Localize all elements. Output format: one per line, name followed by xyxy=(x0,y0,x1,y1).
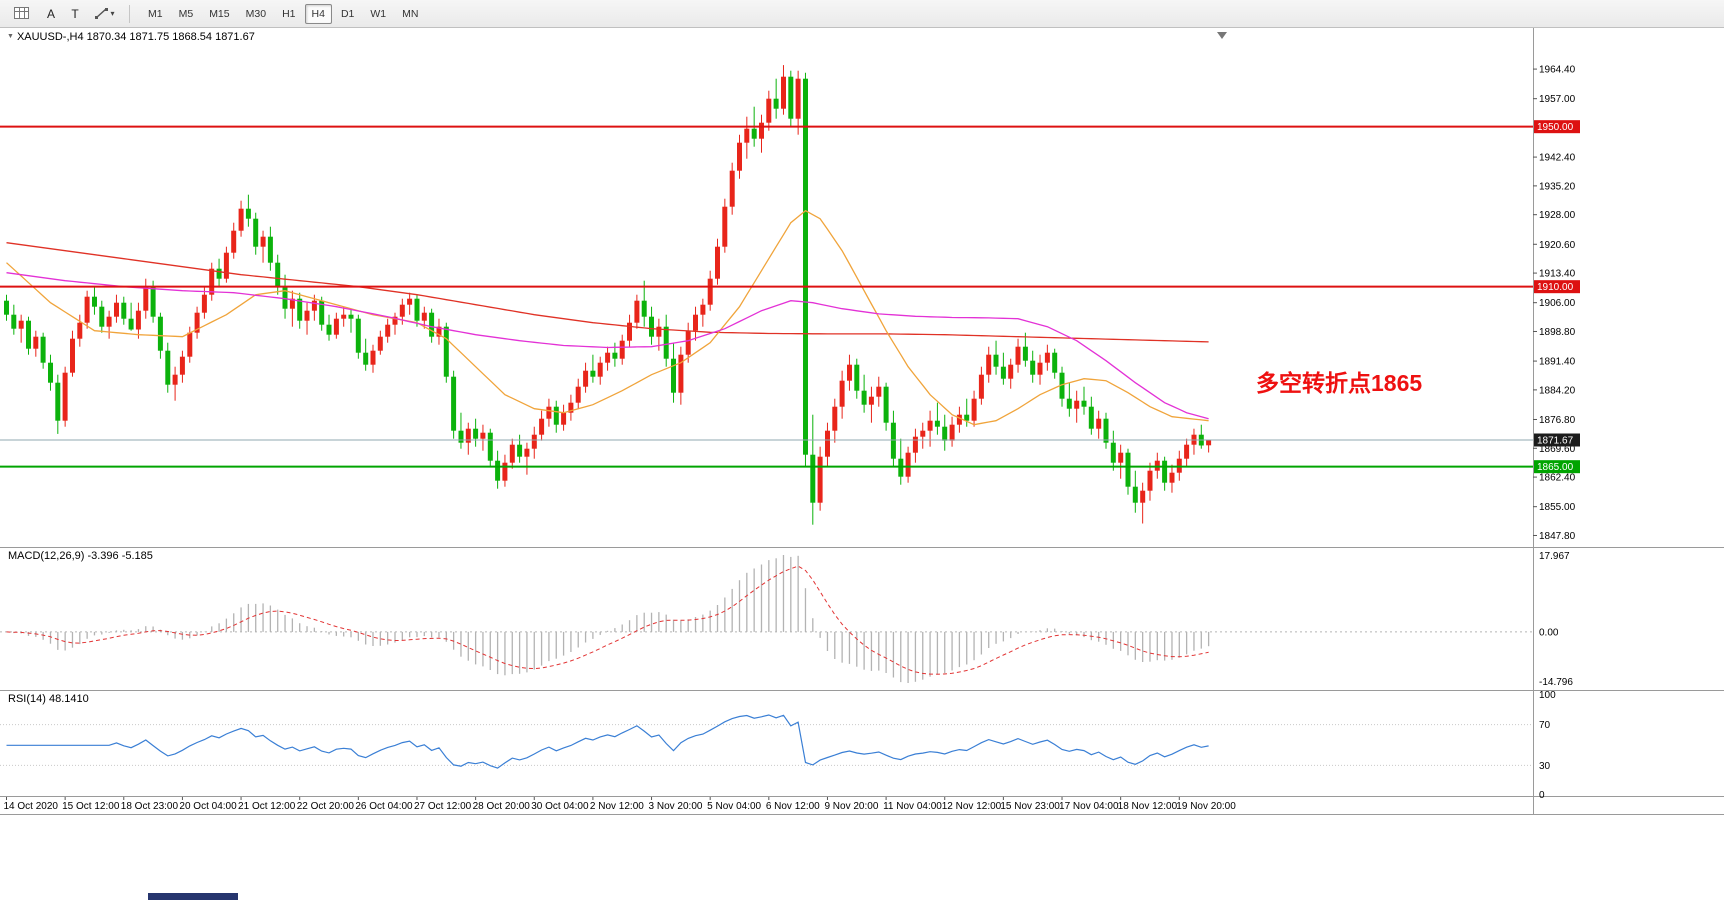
svg-text:20 Oct 04:00: 20 Oct 04:00 xyxy=(179,801,237,812)
svg-text:15 Oct 12:00: 15 Oct 12:00 xyxy=(62,801,120,812)
svg-text:21 Oct 12:00: 21 Oct 12:00 xyxy=(238,801,296,812)
svg-text:0: 0 xyxy=(1539,790,1545,801)
timeframe-button-m30[interactable]: M30 xyxy=(239,4,273,24)
svg-text:5 Nov 04:00: 5 Nov 04:00 xyxy=(707,801,761,812)
svg-text:19 Nov 20:00: 19 Nov 20:00 xyxy=(1176,801,1236,812)
svg-text:28 Oct 20:00: 28 Oct 20:00 xyxy=(473,801,531,812)
svg-text:18 Oct 23:00: 18 Oct 23:00 xyxy=(121,801,179,812)
svg-text:1898.80: 1898.80 xyxy=(1539,327,1576,338)
svg-text:0.00: 0.00 xyxy=(1539,627,1559,638)
chart-title-text: XAUUSD-,H4 1870.34 1871.75 1868.54 1871.… xyxy=(16,31,255,43)
price-badge: 1950.00 xyxy=(1534,120,1580,134)
svg-text:18 Nov 12:00: 18 Nov 12:00 xyxy=(1118,801,1178,812)
svg-text:1906.00: 1906.00 xyxy=(1539,298,1576,309)
grid-icon xyxy=(13,7,29,19)
svg-text:1964.40: 1964.40 xyxy=(1539,65,1576,76)
macd-label: MACD(12,26,9) -3.396 -5.185 xyxy=(8,550,153,562)
chart-title: ▼ XAUUSD-,H4 1870.34 1871.75 1868.54 1871… xyxy=(7,31,255,43)
svg-text:30 Oct 04:00: 30 Oct 04:00 xyxy=(531,801,589,812)
svg-text:1869.60: 1869.60 xyxy=(1539,444,1576,455)
svg-text:1855.00: 1855.00 xyxy=(1539,502,1576,513)
draw-tool-dropdown[interactable]: ▾ xyxy=(88,2,122,26)
rsi-label: RSI(14) 48.1410 xyxy=(8,693,89,705)
timeframe-button-d1[interactable]: D1 xyxy=(334,4,361,24)
chart-annotation-text: 多空转折点1865 xyxy=(1256,370,1423,396)
rsi-line xyxy=(6,714,1209,769)
svg-text:1950.00: 1950.00 xyxy=(1537,122,1574,133)
svg-text:1910.00: 1910.00 xyxy=(1537,282,1574,293)
main-chart-panel[interactable] xyxy=(0,32,1533,525)
horizontal-levels xyxy=(0,125,1533,468)
svg-text:11 Nov 04:00: 11 Nov 04:00 xyxy=(883,801,942,812)
price-axis[interactable]: 1964.40 1957.00 1942.40 1935.20 1928.00 1920.… xyxy=(1533,65,1580,542)
price-badge: 1910.00 xyxy=(1534,280,1580,294)
svg-text:1957.00: 1957.00 xyxy=(1539,94,1576,105)
svg-text:1871.67: 1871.67 xyxy=(1537,436,1574,447)
ma-fast-orange xyxy=(6,209,1209,426)
macd-panel: 17.967 0.00 -14.796 xyxy=(0,551,1573,688)
ma-medium-magenta xyxy=(6,272,1209,420)
macd-signal-line xyxy=(6,565,1209,675)
chart-shift-marker-icon xyxy=(1217,32,1227,39)
taskbar-fragment xyxy=(148,893,238,900)
svg-text:6 Nov 12:00: 6 Nov 12:00 xyxy=(766,801,820,812)
svg-text:1913.40: 1913.40 xyxy=(1539,269,1576,280)
svg-text:1891.40: 1891.40 xyxy=(1539,357,1576,368)
timeframe-button-h4[interactable]: H4 xyxy=(304,3,332,24)
svg-text:17 Nov 04:00: 17 Nov 04:00 xyxy=(1059,801,1119,812)
annotation-a-button[interactable]: A xyxy=(40,3,62,25)
svg-text:-14.796: -14.796 xyxy=(1539,677,1573,688)
trendline-icon xyxy=(95,8,109,19)
svg-text:14 Oct 2020: 14 Oct 2020 xyxy=(4,801,59,812)
svg-text:3 Nov 20:00: 3 Nov 20:00 xyxy=(649,801,703,812)
caret-down-icon: ▾ xyxy=(110,9,115,18)
chart-window-icon[interactable] xyxy=(4,2,38,26)
ma-slow-red xyxy=(6,242,1209,343)
timeframe-button-m1[interactable]: M1 xyxy=(141,4,170,24)
svg-text:1847.80: 1847.80 xyxy=(1539,531,1576,542)
svg-text:1920.60: 1920.60 xyxy=(1539,240,1576,251)
svg-text:27 Oct 12:00: 27 Oct 12:00 xyxy=(414,801,472,812)
svg-text:15 Nov 23:00: 15 Nov 23:00 xyxy=(1000,801,1060,812)
chart-canvas[interactable]: 1964.40 1957.00 1942.40 1935.20 1928.00 1920.… xyxy=(0,28,1724,815)
svg-text:2 Nov 12:00: 2 Nov 12:00 xyxy=(590,801,644,812)
svg-text:22 Oct 20:00: 22 Oct 20:00 xyxy=(297,801,355,812)
svg-text:1928.00: 1928.00 xyxy=(1539,210,1576,221)
svg-text:1935.20: 1935.20 xyxy=(1539,181,1576,192)
text-tool-button[interactable]: T xyxy=(64,3,86,25)
timeframe-button-m15[interactable]: M15 xyxy=(202,4,236,24)
svg-text:9 Nov 20:00: 9 Nov 20:00 xyxy=(824,801,878,812)
price-badge: 1871.67 xyxy=(1534,433,1580,447)
svg-text:1884.20: 1884.20 xyxy=(1539,385,1576,396)
toolbar-separator xyxy=(129,4,130,23)
svg-text:1862.40: 1862.40 xyxy=(1539,473,1576,484)
timeframe-group: M1 M5 M15 M30 H1 H4 D1 W1 MN xyxy=(140,3,426,24)
timeframe-button-h1[interactable]: H1 xyxy=(275,4,302,24)
toolbar: A T ▾ M1 M5 M15 M30 H1 H4 D1 W1 MN xyxy=(0,0,1724,28)
svg-text:1942.40: 1942.40 xyxy=(1539,153,1576,164)
chart-widget[interactable]: 1964.40 1957.00 1942.40 1935.20 1928.00 1920.… xyxy=(0,28,1724,815)
candles xyxy=(4,65,1212,525)
svg-text:100: 100 xyxy=(1539,690,1556,701)
rsi-panel: 100 70 30 0 xyxy=(0,690,1556,801)
timeframe-button-mn[interactable]: MN xyxy=(395,4,425,24)
svg-text:12 Nov 12:00: 12 Nov 12:00 xyxy=(942,801,1002,812)
panel-separators xyxy=(0,28,1724,815)
svg-text:1876.80: 1876.80 xyxy=(1539,415,1576,426)
time-axis[interactable]: 14 Oct 2020 15 Oct 12:00 18 Oct 23:00 20 Oc… xyxy=(4,797,1237,812)
timeframe-button-w1[interactable]: W1 xyxy=(363,4,393,24)
symbol-marker-icon: ▼ xyxy=(7,33,14,40)
timeframe-button-m5[interactable]: M5 xyxy=(172,4,201,24)
price-badge: 1865.00 xyxy=(1534,460,1580,474)
svg-text:26 Oct 04:00: 26 Oct 04:00 xyxy=(355,801,413,812)
svg-text:30: 30 xyxy=(1539,761,1551,772)
svg-text:17.967: 17.967 xyxy=(1539,551,1570,562)
svg-text:1865.00: 1865.00 xyxy=(1537,462,1574,473)
svg-text:70: 70 xyxy=(1539,720,1551,731)
